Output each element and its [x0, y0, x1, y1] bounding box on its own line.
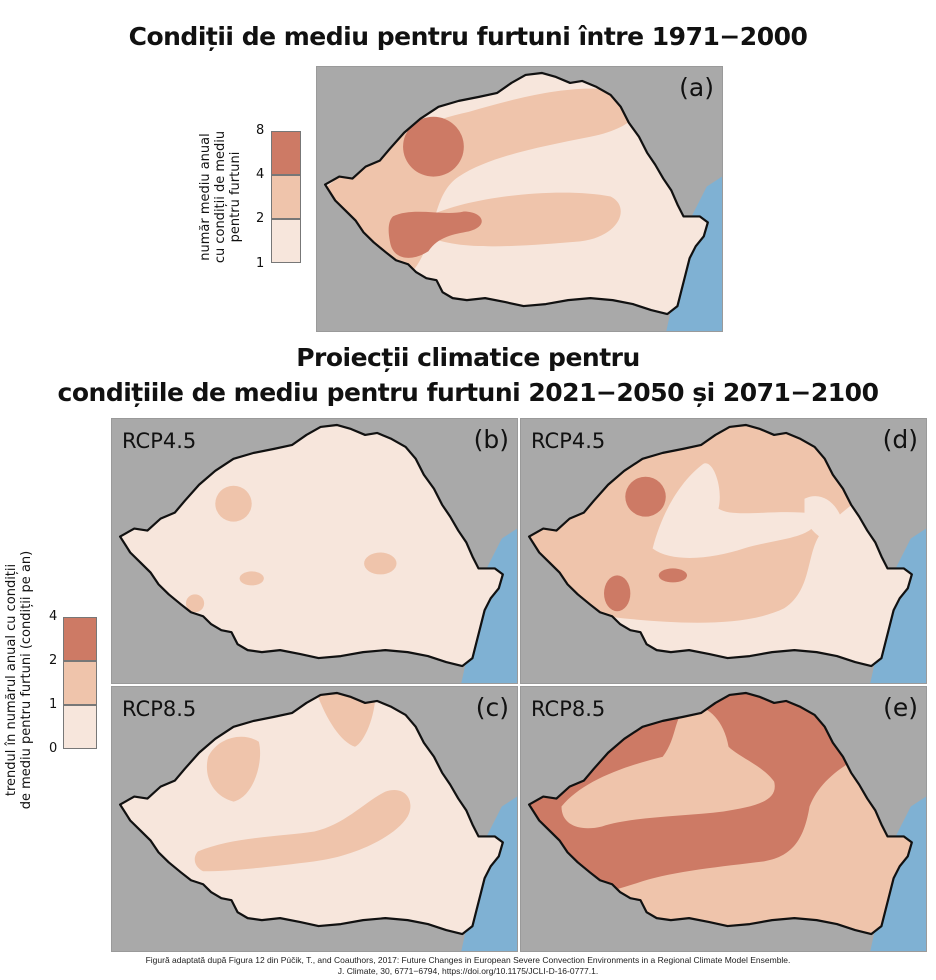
legend-historical-label-line3: pentru furtuni — [228, 151, 243, 243]
panel-e-scenario: RCP8.5 — [531, 697, 606, 721]
map-a-svg — [323, 71, 722, 331]
panel-c-letter: (c) — [475, 693, 509, 722]
figure-caption-line2: J. Climate, 30, 6771−6794, https://doi.o… — [337, 966, 599, 976]
figure-caption-line1: Figură adaptată după Figura 12 din Púčik… — [145, 955, 791, 965]
projections-title-line2: condițiile de mediu pentru furtuni 2021−… — [57, 378, 879, 407]
legend-historical-tick-1: 1 — [256, 256, 265, 271]
legend-historical-tick-2: 2 — [256, 211, 265, 226]
map-panel-e: RCP8.5 (e) — [520, 686, 927, 952]
legend-historical-tick-8: 8 — [256, 123, 265, 138]
legend-trend-swatch-low — [63, 705, 97, 749]
projections-title-line1: Proiecții climatice pentru — [296, 343, 640, 372]
legend-trend-label: trendul în numărul anual cu condiții de … — [4, 550, 34, 810]
legend-trend: trendul în numărul anual cu condiții de … — [0, 540, 110, 840]
legend-trend-tick-4: 4 — [49, 609, 58, 624]
map-panel-d: RCP4.5 (d) — [520, 418, 927, 684]
map-panel-a: (a) — [316, 66, 723, 332]
map-c-fill — [120, 692, 503, 935]
map-panel-c: RCP8.5 (c) — [111, 686, 518, 952]
map-d-svg — [527, 423, 926, 683]
map-a-fill — [325, 72, 708, 315]
panel-d-letter: (d) — [882, 425, 918, 454]
panel-c-scenario: RCP8.5 — [122, 697, 197, 721]
legend-historical: număr mediu anual cu condiții de mediu p… — [190, 123, 310, 275]
map-e-svg — [527, 691, 926, 951]
panel-d-scenario: RCP4.5 — [531, 429, 606, 453]
map-b-fill — [120, 424, 503, 667]
legend-trend-label-line1: trendul în numărul anual cu condiții — [4, 563, 19, 797]
legend-trend-label-line2: de mediu pentru furtuni (condiții pe an) — [19, 550, 34, 810]
legend-historical-swatch-high — [271, 131, 301, 175]
legend-trend-swatch-high — [63, 617, 97, 661]
panel-e-letter: (e) — [883, 693, 918, 722]
panel-b-letter: (b) — [473, 425, 509, 454]
legend-historical-label-line2: cu condiții de mediu — [213, 130, 228, 264]
map-c-svg — [118, 691, 517, 951]
legend-trend-tick-1: 1 — [49, 697, 58, 712]
legend-trend-tick-0: 0 — [49, 741, 58, 756]
map-b-svg — [118, 423, 517, 683]
historical-title: Condiții de mediu pentru furtuni între 1… — [128, 22, 808, 51]
legend-trend-tick-2: 2 — [49, 653, 58, 668]
legend-historical-swatch-low — [271, 219, 301, 263]
legend-historical-swatch-mid — [271, 175, 301, 219]
map-panel-b: RCP4.5 (b) — [111, 418, 518, 684]
legend-trend-swatch-mid — [63, 661, 97, 705]
figure-caption: Figură adaptată după Figura 12 din Púčik… — [0, 955, 936, 977]
map-e-fill — [529, 692, 912, 935]
panel-b-scenario: RCP4.5 — [122, 429, 197, 453]
legend-historical-label-line1: număr mediu anual — [198, 133, 213, 261]
legend-historical-tick-4: 4 — [256, 167, 265, 182]
panel-a-letter: (a) — [679, 73, 714, 102]
map-d-fill — [529, 424, 912, 667]
legend-historical-label: număr mediu anual cu condiții de mediu p… — [198, 127, 243, 267]
